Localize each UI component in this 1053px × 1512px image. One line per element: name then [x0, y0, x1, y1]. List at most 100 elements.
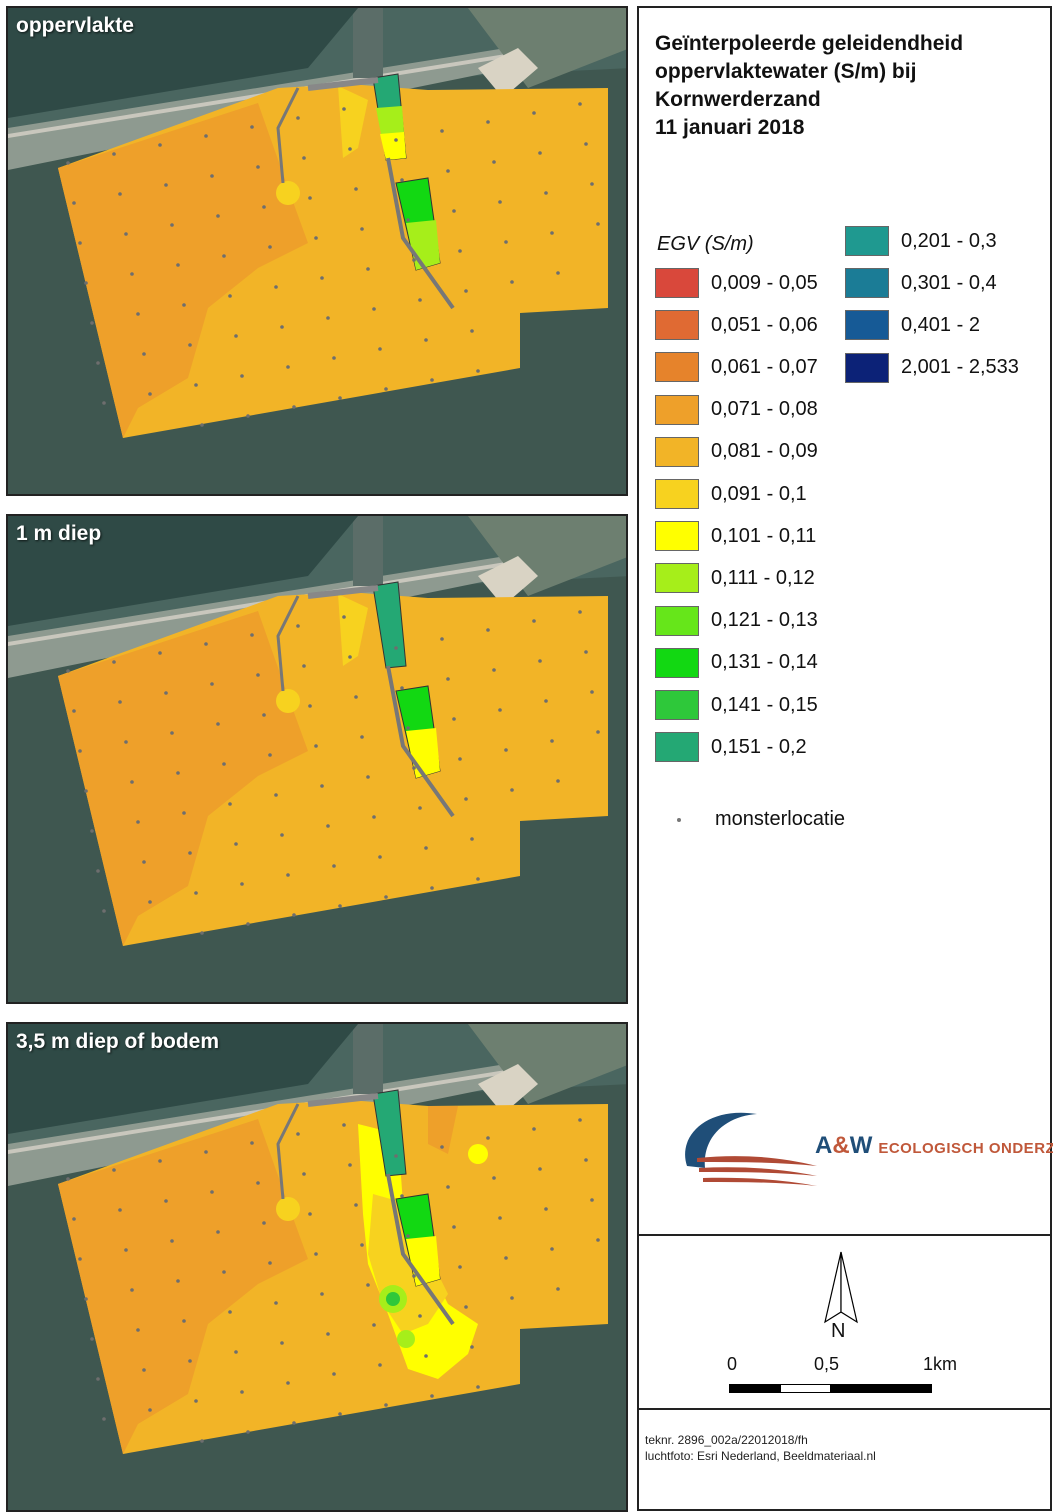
legend-label: 0,131 - 0,14: [711, 651, 818, 674]
sample-location: [164, 183, 168, 187]
sample-location: [286, 1381, 290, 1385]
sample-location: [338, 396, 342, 400]
sample-location: [424, 1354, 428, 1358]
sample-location: [584, 142, 588, 146]
sample-location: [338, 1412, 342, 1416]
scale-label: 0: [727, 1354, 738, 1374]
sample-location: [240, 374, 244, 378]
sample-location: [216, 722, 220, 726]
sample-location: [440, 129, 444, 133]
sample-location: [228, 802, 232, 806]
sample-location: [384, 387, 388, 391]
sample-location: [372, 307, 376, 311]
sample-location: [412, 1274, 416, 1278]
sample-location: [452, 717, 456, 721]
sample-location: [342, 1123, 346, 1127]
sample-location: [440, 637, 444, 641]
sample-location: [446, 169, 450, 173]
sample-location: [596, 222, 600, 226]
sample-location: [498, 708, 502, 712]
sample-location: [170, 731, 174, 735]
sample-location: [400, 1194, 404, 1198]
sample-location: [366, 267, 370, 271]
sample-location: [210, 174, 214, 178]
sample-location: [430, 886, 434, 890]
sample-location: [384, 895, 388, 899]
sample-location: [124, 1248, 128, 1252]
sample-location: [118, 192, 122, 196]
sample-location: [216, 214, 220, 218]
sample-location: [590, 182, 594, 186]
scale-segment: [729, 1384, 781, 1393]
sample-location: [550, 1247, 554, 1251]
sample-location: [204, 134, 208, 138]
sample-location: [492, 160, 496, 164]
sample-location: [210, 1190, 214, 1194]
sample-location: [96, 869, 100, 873]
legend-heading: EGV (S/m): [657, 233, 754, 255]
sample-location: [256, 673, 260, 677]
legend-swatch: [655, 521, 699, 552]
legend-item: 0,061 - 0,07: [655, 350, 818, 384]
legend-item: 0,131 - 0,14: [655, 646, 818, 680]
sample-location: [348, 1163, 352, 1167]
sample-location: [326, 824, 330, 828]
title-line: Kornwerderzand: [655, 88, 821, 111]
sample-location: [556, 1287, 560, 1291]
title-line: oppervlaktewater (S/m) bij: [655, 60, 917, 83]
sample-location: [308, 196, 312, 200]
legend-label: 0,091 - 0,1: [711, 482, 807, 505]
sample-location: [354, 187, 358, 191]
sample-location: [112, 152, 116, 156]
title-line: Geïnterpoleerde geleidendheid: [655, 32, 964, 55]
sample-location: [378, 855, 382, 859]
sample-location: [262, 713, 266, 717]
sample-location: [182, 811, 186, 815]
sample-location: [222, 762, 226, 766]
sample-location: [194, 1399, 198, 1403]
legend-swatch: [655, 732, 699, 763]
sample-location: [112, 660, 116, 664]
sample-location: [130, 780, 134, 784]
legend-swatch: [655, 690, 699, 720]
sample-location: [66, 1177, 70, 1181]
sample-location: [268, 753, 272, 757]
sample-location: [452, 209, 456, 213]
sample-location: [72, 709, 76, 713]
sample-location: [66, 161, 70, 165]
sample-location: [204, 1150, 208, 1154]
sample-location: [228, 294, 232, 298]
sample-location: [446, 677, 450, 681]
legend-label: 0,061 - 0,07: [711, 355, 818, 378]
sample-location: [200, 1439, 204, 1443]
sample-location: [532, 619, 536, 623]
panel-label: 3,5 m diep of bodem: [16, 1030, 220, 1053]
legend-label: 0,051 - 0,06: [711, 313, 818, 336]
sample-location: [246, 414, 250, 418]
sample-location: [234, 1350, 238, 1354]
legend-label: 0,401 - 2: [901, 313, 980, 336]
sample-location: [394, 646, 398, 650]
sample-location: [360, 227, 364, 231]
sample-location: [584, 1158, 588, 1162]
sample-location: [308, 1212, 312, 1216]
sample-location: [424, 338, 428, 342]
scale-bar: 0 0,5 1km: [727, 1354, 1027, 1404]
sample-location: [234, 842, 238, 846]
sample-location: [342, 107, 346, 111]
legend-swatch: [655, 352, 699, 383]
sample-location: [412, 766, 416, 770]
legend-label: 0,141 - 0,15: [711, 693, 818, 716]
sample-location: [216, 1230, 220, 1234]
legend-item: 0,301 - 0,4: [845, 266, 997, 300]
sample-location: [130, 1288, 134, 1292]
legend-item: 0,071 - 0,08: [655, 393, 818, 427]
sample-location: [246, 922, 250, 926]
sample-location: [354, 1203, 358, 1207]
sample-location: [458, 757, 462, 761]
sample-location: [96, 361, 100, 365]
sample-location: [486, 120, 490, 124]
legend-item: 0,009 - 0,05: [655, 266, 818, 300]
legend-item: 0,051 - 0,06: [655, 308, 818, 342]
scale-label: 0,5: [814, 1354, 840, 1374]
